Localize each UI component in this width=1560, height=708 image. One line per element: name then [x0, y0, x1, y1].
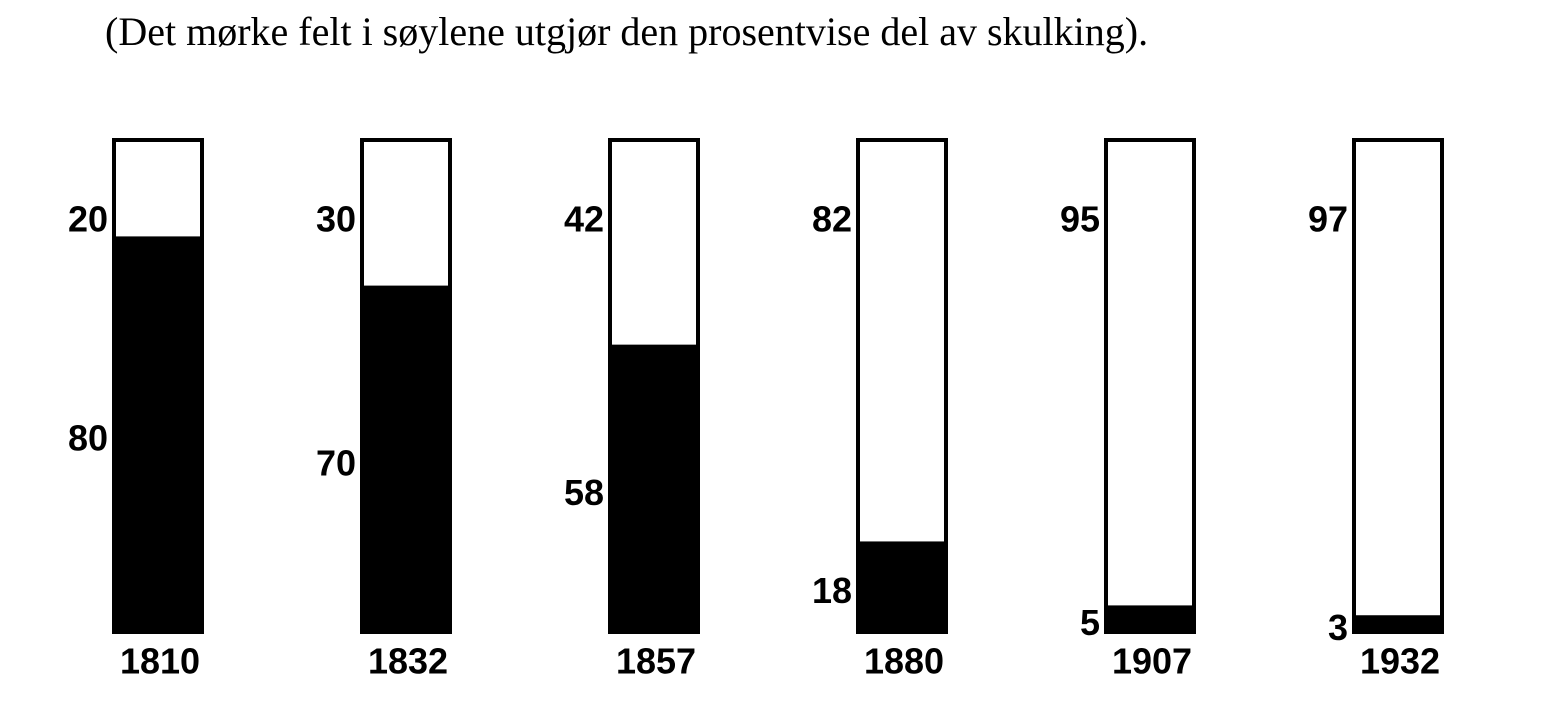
bar-segment: [360, 138, 452, 290]
x-tick-label: 1907: [1112, 641, 1192, 682]
bar-segment: [1104, 138, 1196, 610]
bar-segment: [360, 285, 452, 634]
bar-segment: [1352, 615, 1444, 634]
value-label: 20: [68, 199, 108, 240]
value-label: 5: [1080, 602, 1100, 643]
value-label: 97: [1308, 199, 1348, 240]
value-label: 70: [316, 442, 356, 483]
value-label: 82: [812, 199, 852, 240]
x-tick-label: 1932: [1360, 641, 1440, 682]
x-tick-label: 1857: [616, 641, 696, 682]
bar-segment: [1104, 605, 1196, 635]
bar-segment: [856, 541, 948, 634]
chart-title: (Det mørke felt i søylene utgjør den pro…: [105, 9, 1148, 54]
bar-segment: [856, 138, 948, 546]
x-tick-label: 1880: [864, 641, 944, 682]
value-label: 58: [564, 472, 604, 513]
value-label: 3: [1328, 607, 1348, 648]
value-label: 42: [564, 199, 604, 240]
x-tick-label: 1832: [368, 641, 448, 682]
x-tick-label: 1810: [120, 641, 200, 682]
value-label: 30: [316, 199, 356, 240]
value-label: 18: [812, 570, 852, 611]
value-label: 80: [68, 418, 108, 459]
bar-segment: [608, 138, 700, 349]
bar-segment: [1352, 138, 1444, 620]
bar-segment: [608, 344, 700, 634]
bar-segment: [112, 236, 204, 634]
value-label: 95: [1060, 199, 1100, 240]
bar-segment: [112, 138, 204, 241]
